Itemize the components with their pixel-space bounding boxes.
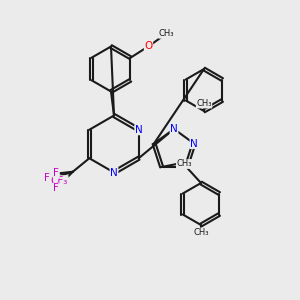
Text: F: F [53,183,59,193]
Text: O: O [144,41,153,51]
Text: F: F [44,173,50,183]
Text: CH₃: CH₃ [159,29,174,38]
Text: CH₃: CH₃ [176,160,192,169]
Text: CH₃: CH₃ [196,99,212,108]
Text: CH₃: CH₃ [193,228,209,237]
Text: N: N [135,125,142,135]
Text: F: F [53,168,59,178]
Text: CF₃: CF₃ [51,176,68,186]
Text: N: N [110,167,118,178]
Text: N: N [190,139,198,148]
Text: N: N [170,124,178,134]
